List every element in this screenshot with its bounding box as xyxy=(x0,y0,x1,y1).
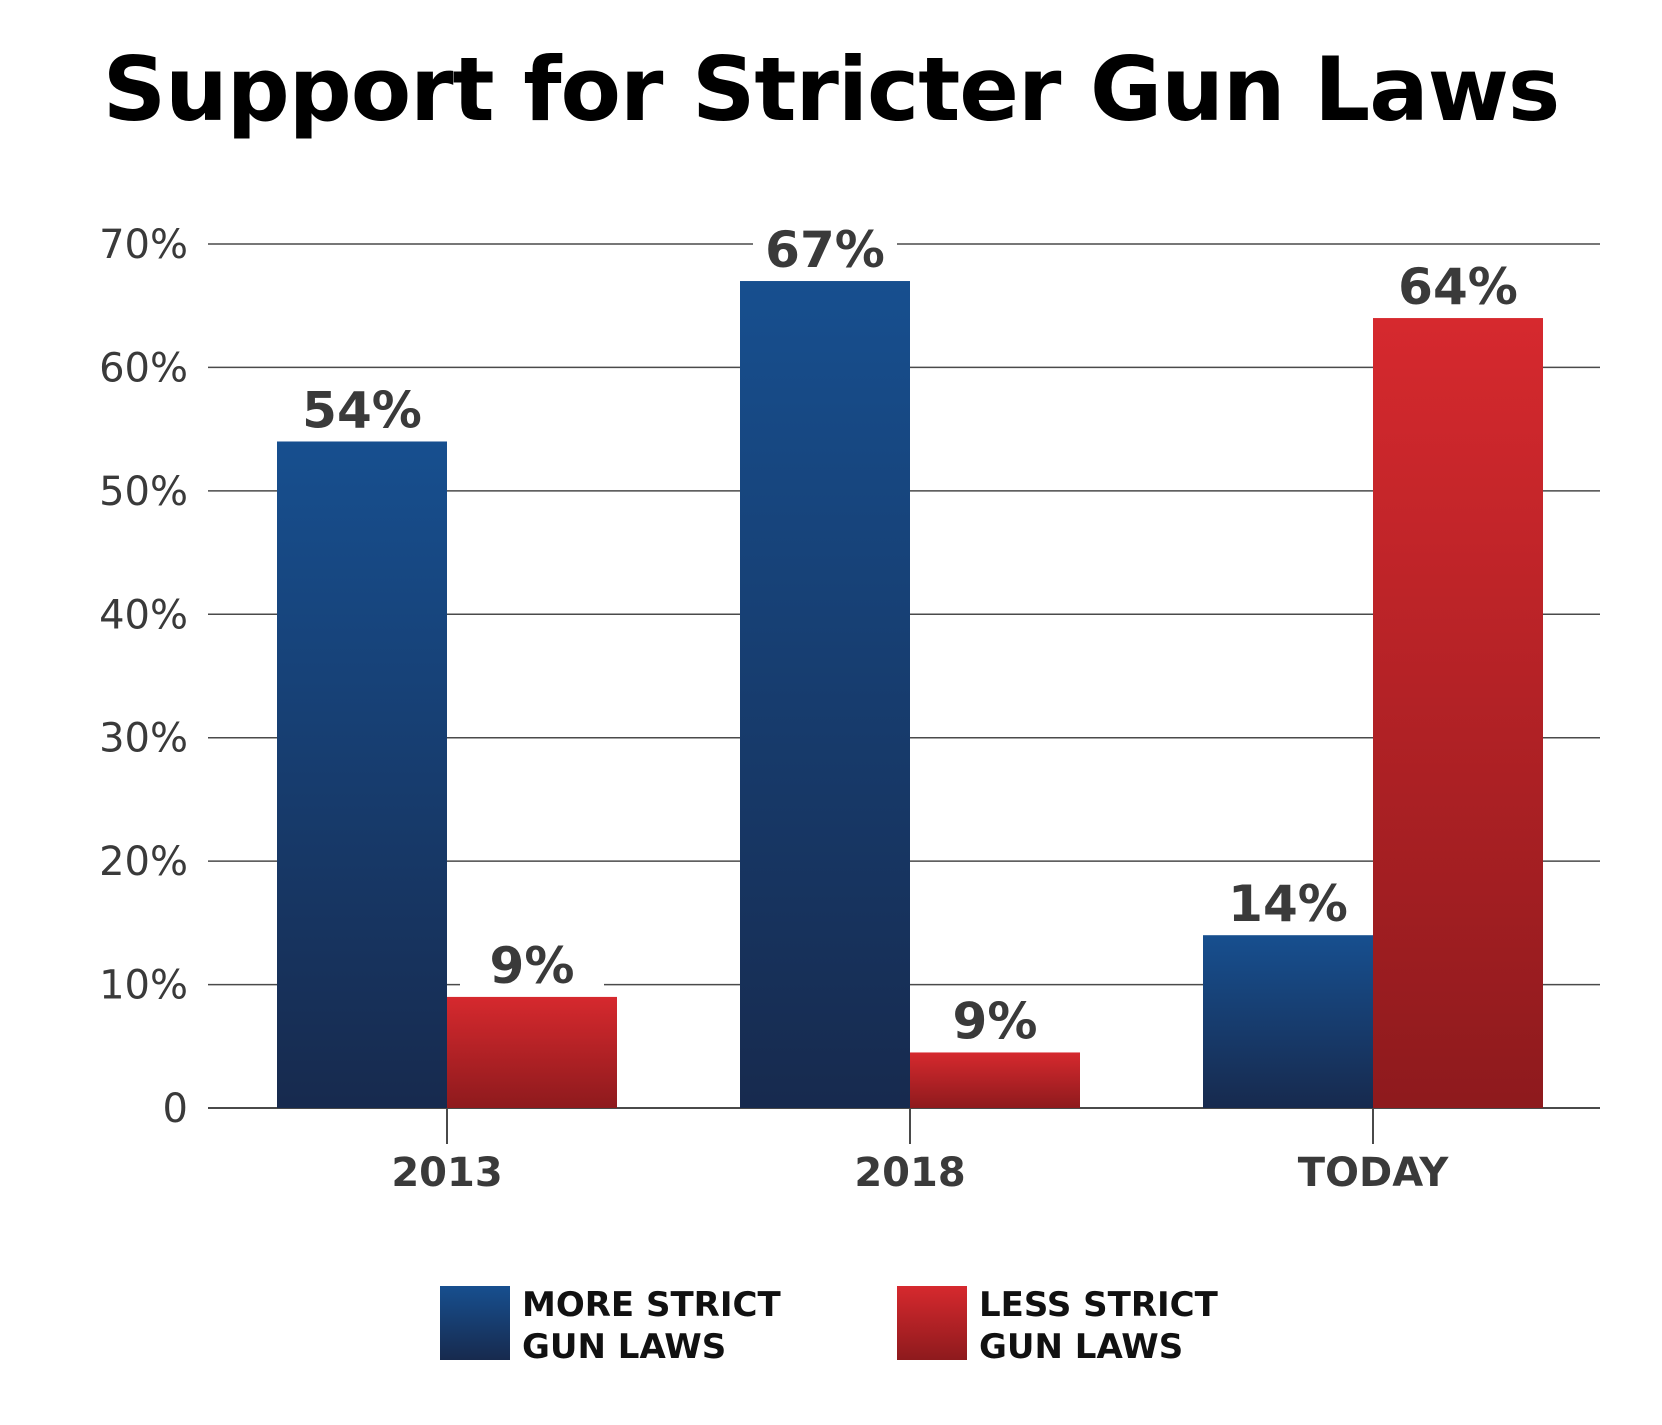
y-tick-label: 30% xyxy=(99,716,188,762)
legend-swatch-more-strict xyxy=(440,1286,510,1360)
data-label: 54% xyxy=(302,381,422,439)
x-tick-label: 2018 xyxy=(854,1150,965,1196)
bar-more-strict-2013 xyxy=(277,441,447,1108)
y-tick-label: 50% xyxy=(99,469,188,515)
data-label-bg xyxy=(460,934,604,991)
bar-more-strict-today xyxy=(1203,935,1373,1108)
y-tick-label: 60% xyxy=(99,345,188,391)
data-label: 64% xyxy=(1398,258,1518,316)
bar-more-strict-2018 xyxy=(740,281,910,1108)
legend-swatch-less-strict xyxy=(897,1286,967,1360)
data-labels: 54% 9% 67% 9% 14% 64% xyxy=(290,219,1530,1050)
data-label-bg xyxy=(290,379,434,436)
legend-label: GUN LAWS xyxy=(979,1327,1183,1367)
data-label-bg xyxy=(923,990,1067,1047)
data-label: 67% xyxy=(765,221,885,279)
axes: 0 10% 20% 30% 40% 50% 60% 70% 2013 2018 TODAY xyxy=(99,222,1449,1196)
bar-less-strict-2018 xyxy=(910,1052,1080,1108)
data-label-bg xyxy=(1386,256,1530,313)
chart-title: Support for Stricter Gun Laws xyxy=(102,38,1561,141)
legend-label: GUN LAWS xyxy=(522,1327,726,1367)
data-label-bg xyxy=(1216,873,1360,930)
y-tick-label: 0 xyxy=(163,1086,188,1132)
data-label: 9% xyxy=(953,992,1038,1050)
y-tick-label: 10% xyxy=(99,963,188,1009)
data-label-bg xyxy=(753,219,897,276)
legend-label: LESS STRICT xyxy=(979,1285,1219,1325)
y-tick-label: 20% xyxy=(99,839,188,885)
y-tick-label: 70% xyxy=(99,222,188,268)
y-tick-label: 40% xyxy=(99,592,188,638)
data-label: 9% xyxy=(490,937,575,995)
data-label: 14% xyxy=(1228,875,1348,933)
bars xyxy=(277,281,1543,1108)
bar-less-strict-2013 xyxy=(447,996,617,1108)
bar-less-strict-today xyxy=(1373,318,1543,1108)
x-tick-label: 2013 xyxy=(391,1150,502,1196)
x-tick-label: TODAY xyxy=(1298,1150,1450,1196)
legend-label: MORE STRICT xyxy=(522,1285,781,1325)
